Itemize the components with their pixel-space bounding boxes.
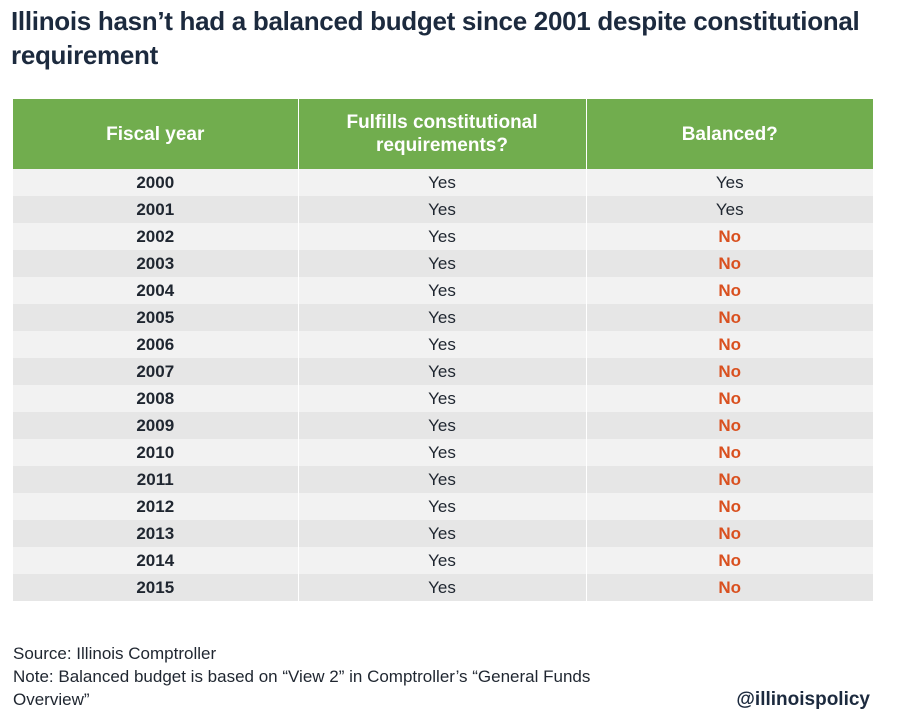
table-row: 2012 Yes No <box>13 493 873 520</box>
cell-fiscal-year: 2001 <box>13 196 299 223</box>
source-note: Source: Illinois Comptroller <box>13 644 217 663</box>
cell-balanced: No <box>586 250 873 277</box>
table-row: 2010 Yes No <box>13 439 873 466</box>
cell-constitutional: Yes <box>298 385 587 412</box>
cell-fiscal-year: 2013 <box>13 520 299 547</box>
cell-balanced: No <box>586 304 873 331</box>
table-row: 2008 Yes No <box>13 385 873 412</box>
cell-constitutional: Yes <box>298 466 587 493</box>
table-row: 2005 Yes No <box>13 304 873 331</box>
cell-constitutional: Yes <box>298 412 587 439</box>
chart-title: Illinois hasn’t had a balanced budget si… <box>11 6 860 70</box>
cell-fiscal-year: 2015 <box>13 574 299 601</box>
cell-fiscal-year: 2005 <box>13 304 299 331</box>
cell-constitutional: Yes <box>298 250 587 277</box>
table-row: 2015 Yes No <box>13 574 873 601</box>
cell-fiscal-year: 2006 <box>13 331 299 358</box>
cell-balanced: No <box>586 385 873 412</box>
column-header-fiscal-year: Fiscal year <box>13 99 299 169</box>
cell-constitutional: Yes <box>298 196 587 223</box>
table-row: 2013 Yes No <box>13 520 873 547</box>
cell-fiscal-year: 2003 <box>13 250 299 277</box>
cell-fiscal-year: 2009 <box>13 412 299 439</box>
cell-fiscal-year: 2011 <box>13 466 299 493</box>
cell-constitutional: Yes <box>298 169 587 196</box>
cell-balanced: No <box>586 439 873 466</box>
cell-constitutional: Yes <box>298 331 587 358</box>
cell-fiscal-year: 2007 <box>13 358 299 385</box>
cell-balanced: No <box>586 466 873 493</box>
table-row: 2007 Yes No <box>13 358 873 385</box>
cell-constitutional: Yes <box>298 547 587 574</box>
table-row: 2014 Yes No <box>13 547 873 574</box>
cell-balanced: No <box>586 331 873 358</box>
table-row: 2011 Yes No <box>13 466 873 493</box>
methodology-note: Note: Balanced budget is based on “View … <box>13 667 591 709</box>
column-header-constitutional: Fulfills constitutional requirements? <box>298 99 587 169</box>
table-row: 2003 Yes No <box>13 250 873 277</box>
cell-fiscal-year: 2000 <box>13 169 299 196</box>
column-header-balanced: Balanced? <box>586 99 873 169</box>
social-handle: @illinoispolicy <box>736 689 870 710</box>
table-row: 2001 Yes Yes <box>13 196 873 223</box>
table-row: 2000 Yes Yes <box>13 169 873 196</box>
cell-constitutional: Yes <box>298 493 587 520</box>
cell-fiscal-year: 2010 <box>13 439 299 466</box>
cell-constitutional: Yes <box>298 223 587 250</box>
cell-fiscal-year: 2012 <box>13 493 299 520</box>
cell-balanced: No <box>586 547 873 574</box>
budget-table: Fiscal year Fulfills constitutional requ… <box>13 99 873 601</box>
cell-balanced: No <box>586 412 873 439</box>
cell-balanced: No <box>586 493 873 520</box>
cell-balanced: No <box>586 223 873 250</box>
cell-balanced: No <box>586 277 873 304</box>
cell-fiscal-year: 2008 <box>13 385 299 412</box>
table-row: 2002 Yes No <box>13 223 873 250</box>
cell-balanced: No <box>586 574 873 601</box>
cell-constitutional: Yes <box>298 358 587 385</box>
cell-fiscal-year: 2004 <box>13 277 299 304</box>
cell-balanced: No <box>586 520 873 547</box>
cell-fiscal-year: 2014 <box>13 547 299 574</box>
cell-balanced: No <box>586 358 873 385</box>
cell-balanced: Yes <box>586 169 873 196</box>
table-row: 2009 Yes No <box>13 412 873 439</box>
table-body: 2000 Yes Yes 2001 Yes Yes 2002 Yes No 2003 Yes No 20… <box>13 169 873 601</box>
table-row: 2006 Yes No <box>13 331 873 358</box>
cell-balanced: Yes <box>586 196 873 223</box>
cell-constitutional: Yes <box>298 520 587 547</box>
cell-constitutional: Yes <box>298 439 587 466</box>
cell-fiscal-year: 2002 <box>13 223 299 250</box>
footer-notes: Source: Illinois Comptroller Note: Balan… <box>13 642 653 711</box>
cell-constitutional: Yes <box>298 277 587 304</box>
table-row: 2004 Yes No <box>13 277 873 304</box>
cell-constitutional: Yes <box>298 304 587 331</box>
cell-constitutional: Yes <box>298 574 587 601</box>
table-header-row: Fiscal year Fulfills constitutional requ… <box>13 99 873 169</box>
